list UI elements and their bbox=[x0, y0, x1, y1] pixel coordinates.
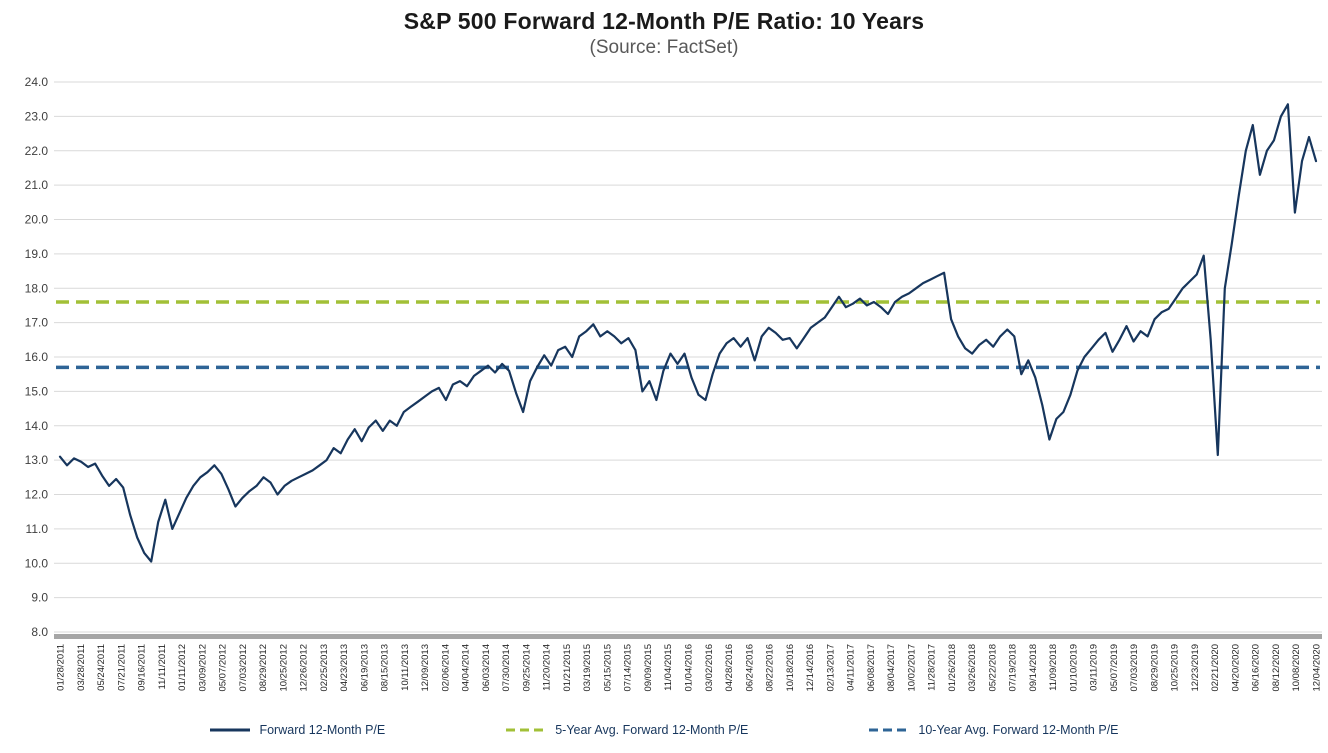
x-tick-label: 07/30/2014 bbox=[501, 644, 512, 692]
x-tick-label: 12/04/2020 bbox=[1312, 644, 1323, 692]
x-tick-label: 12/14/2016 bbox=[805, 644, 816, 692]
x-tick-label: 11/04/2015 bbox=[663, 644, 674, 691]
y-tick-label: 9.0 bbox=[31, 591, 48, 605]
x-tick-label: 01/21/2015 bbox=[562, 644, 573, 692]
x-tick-label: 12/23/2019 bbox=[1190, 644, 1201, 692]
forward-pe-line-sample bbox=[210, 728, 251, 732]
y-tick-label: 14.0 bbox=[25, 419, 49, 433]
x-tick-label: 11/11/2011 bbox=[157, 644, 168, 689]
y-tick-label: 8.0 bbox=[31, 625, 48, 639]
x-tick-label: 12/26/2012 bbox=[299, 644, 310, 692]
y-tick-label: 10.0 bbox=[25, 556, 49, 570]
y-tick-label: 13.0 bbox=[25, 453, 49, 467]
x-tick-label: 02/21/2020 bbox=[1210, 644, 1221, 692]
x-tick-label: 02/13/2017 bbox=[825, 644, 836, 692]
y-tick-label: 18.0 bbox=[25, 281, 49, 295]
x-tick-label: 01/10/2019 bbox=[1068, 644, 1079, 692]
x-tick-label: 07/03/2019 bbox=[1129, 644, 1140, 692]
x-tick-label: 07/14/2015 bbox=[623, 644, 634, 692]
legend-label-10yr-avg: 10-Year Avg. Forward 12-Month P/E bbox=[918, 723, 1119, 737]
x-tick-label: 08/22/2016 bbox=[765, 644, 776, 692]
x-tick-label: 05/07/2019 bbox=[1109, 644, 1120, 692]
x-tick-label: 07/19/2018 bbox=[1008, 644, 1019, 692]
x-tick-label: 06/19/2013 bbox=[359, 644, 370, 692]
five-year-avg-line-sample bbox=[506, 728, 547, 732]
x-tick-label: 05/07/2012 bbox=[218, 644, 229, 692]
legend-label-5yr-avg: 5-Year Avg. Forward 12-Month P/E bbox=[555, 723, 749, 737]
chart-plot-area: 8.0 9.0 10.0 11.0 12.0 13.0 14.0 15.0 16.0 17.0 18… bbox=[25, 75, 1323, 692]
x-tick-label: 08/29/2012 bbox=[258, 644, 269, 692]
legend-label-forward-pe: Forward 12-Month P/E bbox=[259, 723, 386, 737]
x-tick-label: 07/21/2011 bbox=[116, 644, 127, 691]
x-tick-label: 05/15/2015 bbox=[602, 644, 613, 692]
x-tick-label: 10/02/2017 bbox=[906, 644, 917, 692]
x-tick-label: 09/09/2015 bbox=[643, 644, 654, 692]
x-tick-label: 04/20/2020 bbox=[1230, 644, 1241, 692]
x-tick-label: 02/06/2014 bbox=[440, 644, 451, 692]
y-tick-label: 17.0 bbox=[25, 316, 49, 330]
y-tick-label: 15.0 bbox=[25, 384, 49, 398]
x-tick-label: 06/16/2020 bbox=[1251, 644, 1262, 692]
x-tick-label: 10/25/2019 bbox=[1170, 644, 1181, 692]
legend-item-forward-pe: Forward 12-Month P/E bbox=[209, 723, 385, 737]
x-tick-label: 06/03/2014 bbox=[481, 644, 492, 692]
y-tick-label: 20.0 bbox=[25, 213, 49, 227]
x-tick-label: 08/04/2017 bbox=[886, 644, 897, 692]
x-tick-label: 05/24/2011 bbox=[96, 644, 107, 691]
x-tick-label: 03/28/2011 bbox=[76, 644, 87, 691]
x-tick-label: 01/26/2018 bbox=[947, 644, 958, 692]
x-tick-label: 04/04/2014 bbox=[461, 644, 472, 692]
x-tick-label: 11/20/2014 bbox=[542, 644, 553, 691]
x-tick-label: 08/29/2019 bbox=[1149, 644, 1160, 692]
y-tick-label: 11.0 bbox=[26, 522, 49, 536]
y-tick-label: 22.0 bbox=[25, 144, 49, 158]
y-tick-label: 21.0 bbox=[25, 178, 49, 192]
x-tick-label: 08/15/2013 bbox=[380, 644, 391, 692]
x-tick-label: 06/08/2017 bbox=[866, 644, 877, 692]
ten-year-avg-line-sample bbox=[869, 728, 910, 732]
x-tick-label: 07/03/2012 bbox=[238, 644, 249, 692]
y-tick-label: 12.0 bbox=[25, 488, 49, 502]
x-tick-label: 04/11/2017 bbox=[846, 644, 857, 691]
x-tick-label: 11/28/2017 bbox=[927, 644, 938, 691]
x-tick-label: 09/25/2014 bbox=[521, 644, 532, 692]
x-tick-label: 03/02/2016 bbox=[704, 644, 715, 692]
chart-title: S&P 500 Forward 12-Month P/E Ratio: 10 Y… bbox=[403, 8, 925, 34]
y-tick-label: 16.0 bbox=[25, 350, 49, 364]
x-tick-label: 10/25/2012 bbox=[278, 644, 289, 692]
x-tick-label: 06/24/2016 bbox=[744, 644, 755, 692]
x-tick-label: 10/11/2013 bbox=[400, 644, 411, 691]
forward-pe-line bbox=[58, 103, 1318, 563]
x-tick-label: 10/18/2016 bbox=[785, 644, 796, 692]
x-tick-label: 09/14/2018 bbox=[1028, 644, 1039, 692]
x-tick-label: 08/12/2020 bbox=[1271, 644, 1282, 692]
x-tick-label: 12/09/2013 bbox=[420, 644, 431, 692]
x-tick-label: 03/09/2012 bbox=[197, 644, 208, 692]
chart-legend: Forward 12-Month P/E 5-Year Avg. Forward… bbox=[0, 723, 1328, 737]
legend-item-10yr-avg: 10-Year Avg. Forward 12-Month P/E bbox=[868, 723, 1119, 737]
x-tick-label: 04/28/2016 bbox=[724, 644, 735, 692]
x-tick-label: 01/28/2011 bbox=[56, 644, 67, 691]
y-tick-label: 23.0 bbox=[25, 109, 49, 123]
x-tick-label: 03/26/2018 bbox=[967, 644, 978, 692]
x-tick-label: 03/19/2015 bbox=[582, 644, 593, 692]
x-tick-label: 04/23/2013 bbox=[339, 644, 350, 692]
y-tick-label: 19.0 bbox=[25, 247, 49, 261]
chart-subtitle: (Source: FactSet) bbox=[589, 37, 739, 58]
x-tick-label: 02/25/2013 bbox=[319, 644, 330, 692]
x-tick-label: 09/16/2011 bbox=[137, 644, 148, 691]
x-tick-label: 01/11/2012 bbox=[177, 644, 188, 691]
x-tick-label: 05/22/2018 bbox=[987, 644, 998, 692]
x-tick-label: 11/09/2018 bbox=[1048, 644, 1059, 691]
x-tick-label: 10/08/2020 bbox=[1291, 644, 1302, 692]
x-tick-label: 01/04/2016 bbox=[684, 644, 695, 692]
x-tick-label: 03/11/2019 bbox=[1089, 644, 1100, 691]
y-tick-label: 24.0 bbox=[25, 75, 49, 89]
legend-item-5yr-avg: 5-Year Avg. Forward 12-Month P/E bbox=[505, 723, 748, 737]
